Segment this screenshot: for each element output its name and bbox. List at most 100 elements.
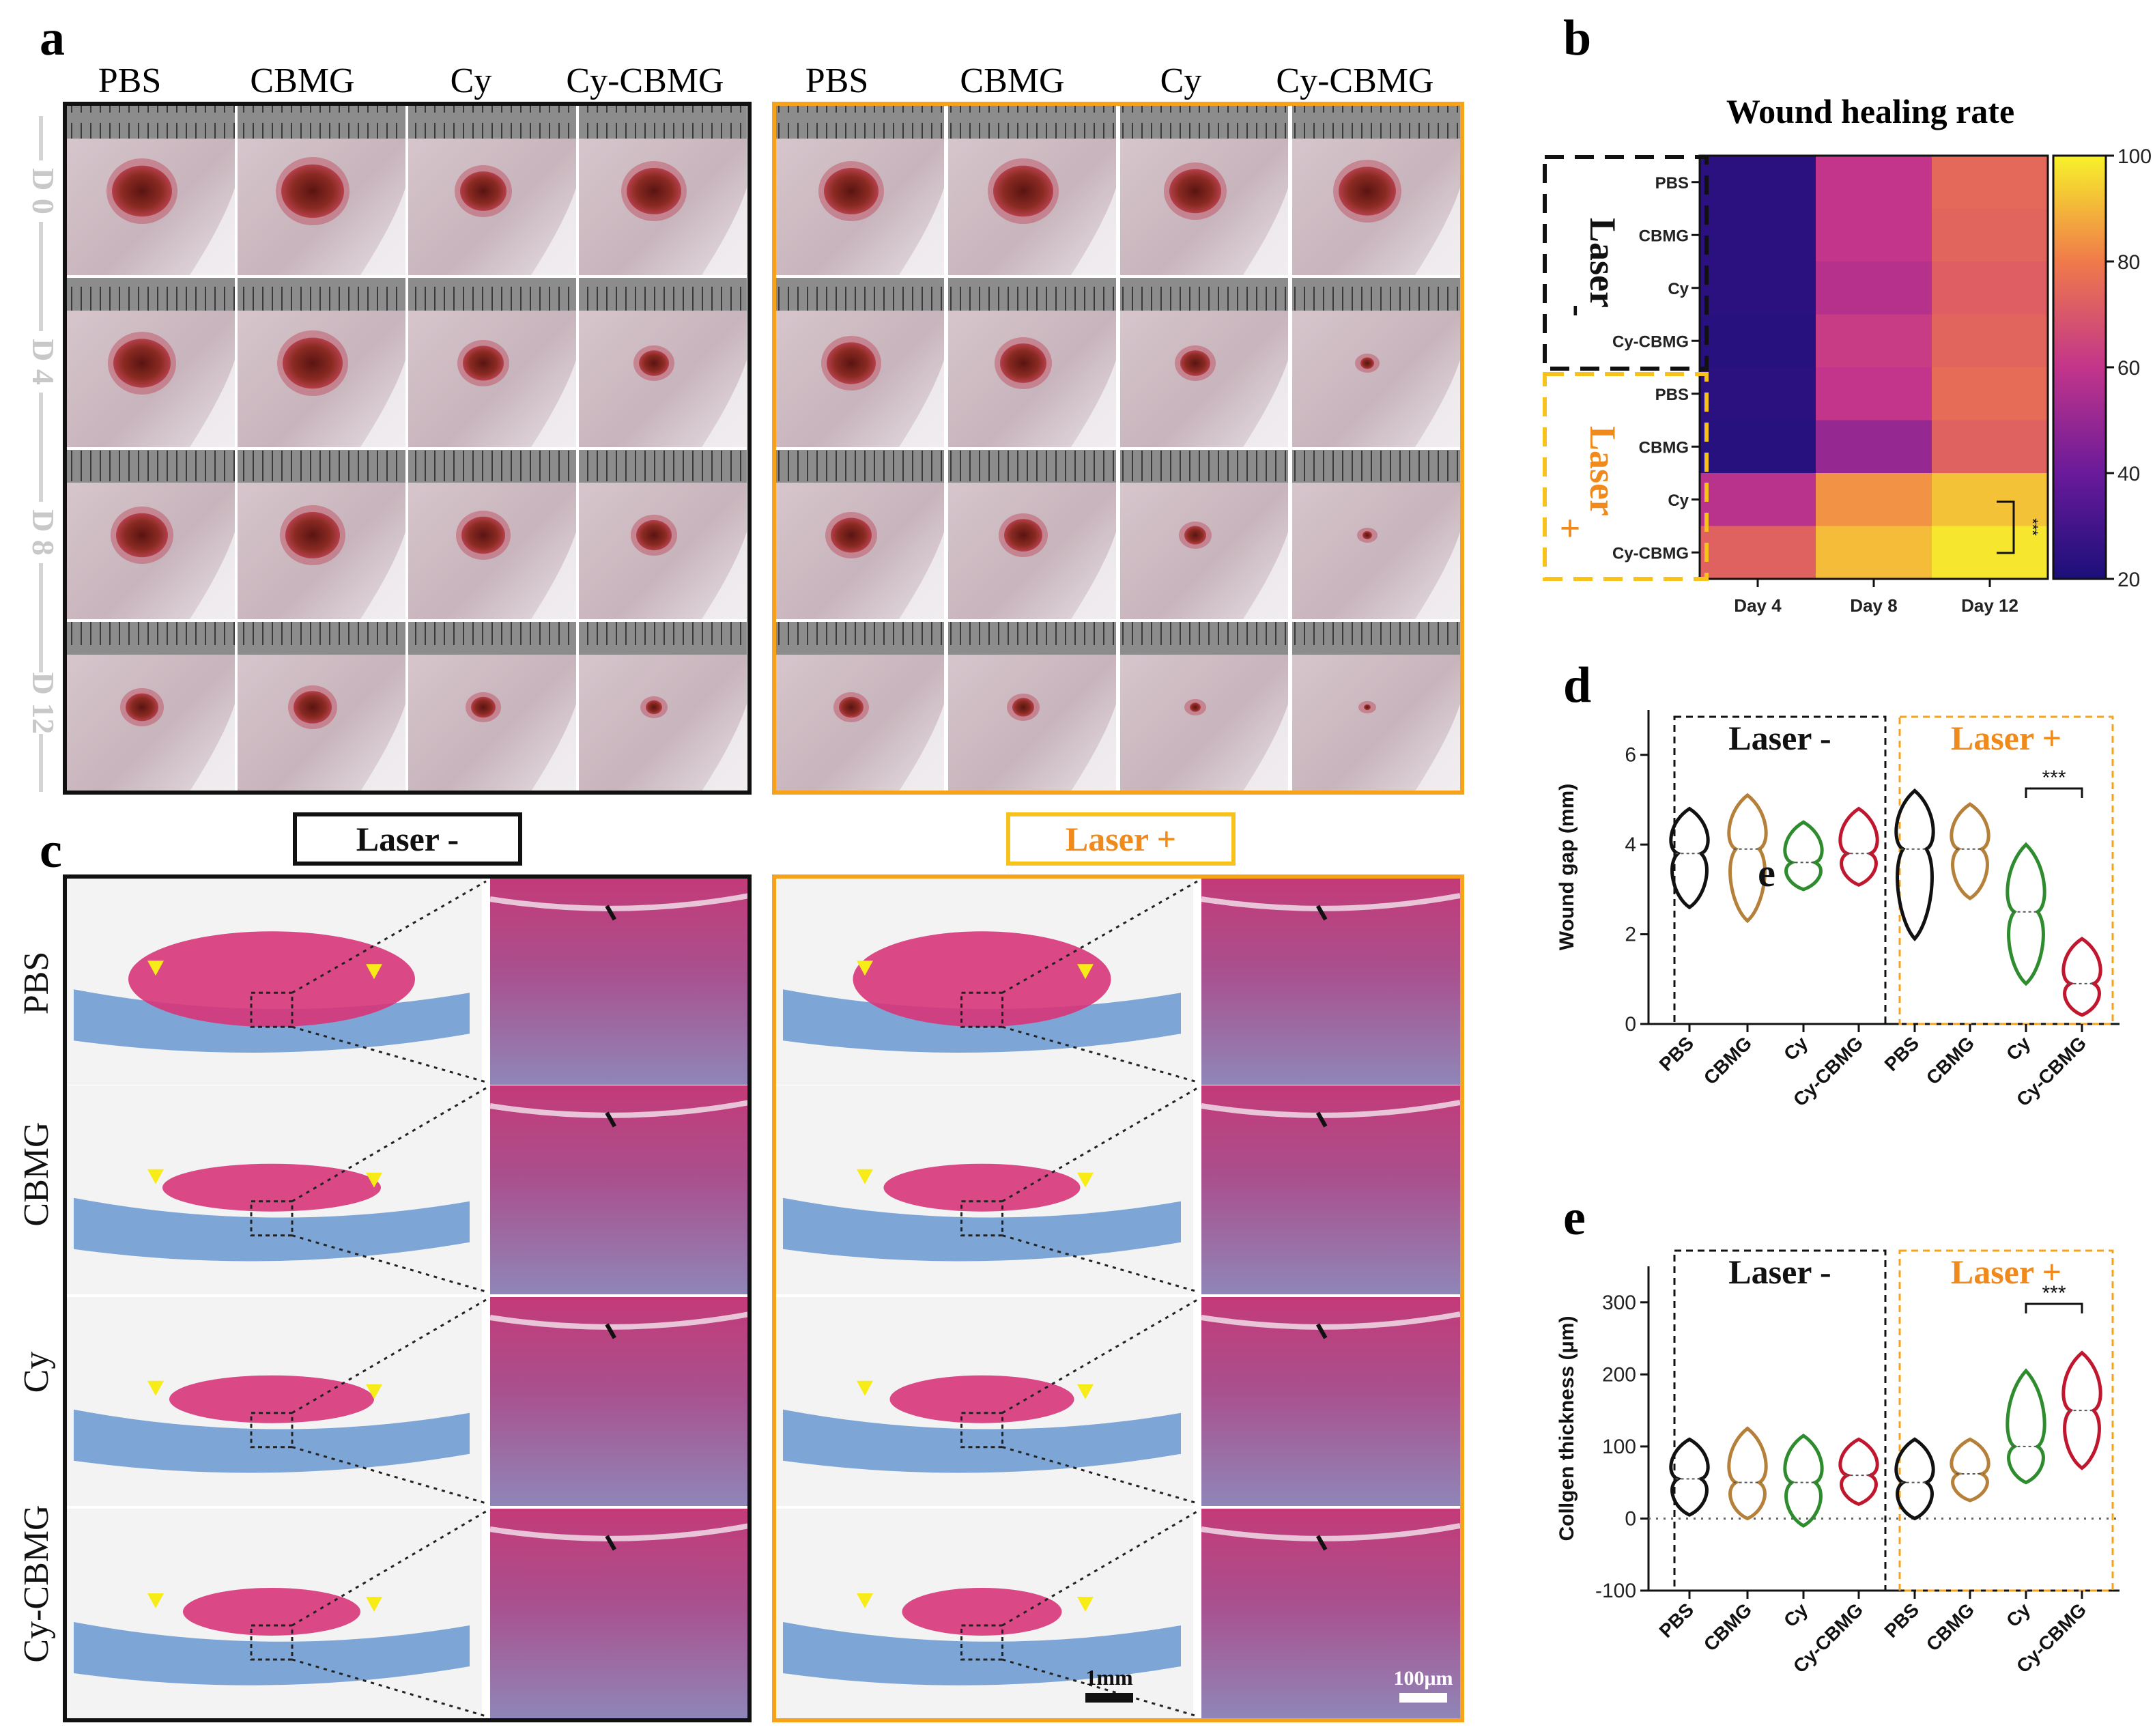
panel-a-day-label: D 4 <box>26 339 61 385</box>
heatmap-cell <box>1816 367 1932 421</box>
wound <box>839 696 864 718</box>
wound-photo <box>1292 278 1460 447</box>
wound <box>126 693 158 722</box>
y-axis-label: Wound gap (mm) <box>1556 784 1578 950</box>
heatmap-row-label: PBS <box>1655 174 1689 193</box>
wound <box>283 337 343 389</box>
heatmap-row-label: Cy-CBMG <box>1612 332 1689 351</box>
ruler <box>67 278 235 311</box>
heatmap-row-label: PBS <box>1655 386 1689 404</box>
epidermis-thickness-marker <box>1315 905 1328 921</box>
wound-photo <box>67 450 235 619</box>
ruler <box>408 622 576 655</box>
epidermis-thickness-marker <box>605 1535 617 1551</box>
scab-layer <box>853 931 1111 1027</box>
epidermis-thickness-marker <box>1315 1535 1328 1551</box>
panel-a-column-header: PBS <box>805 61 869 100</box>
panel-e-letter: e <box>1563 1190 1586 1246</box>
x-tick-label: Cy <box>1780 1599 1812 1632</box>
ruler <box>1292 622 1460 655</box>
heatmap-cell <box>1932 526 2049 580</box>
group-box-laser-plus <box>1898 1249 2114 1592</box>
histology-section <box>776 1085 1461 1294</box>
panel-a-column-header: PBS <box>98 61 162 100</box>
histology-zoom-image <box>490 879 750 1085</box>
heatmap-column-label: Day 8 <box>1850 595 1897 616</box>
wound-photo <box>67 622 235 791</box>
panel-a: a PBS CBMG Cy Cy-CBMG PBS CBMG Cy Cy-CBMG D 0D … <box>26 10 1464 795</box>
scale-bar-100um-label: 100μm <box>1394 1667 1453 1690</box>
wound <box>1004 519 1042 552</box>
heatmap-cell <box>1700 314 1816 368</box>
violin-cbmg <box>1727 793 1768 924</box>
wound-photo <box>1120 106 1288 275</box>
wound-photo <box>579 622 747 791</box>
x-tick-label: PBS <box>1881 1032 1924 1075</box>
panel-a-column-header: Cy <box>451 61 492 100</box>
y-axis-label: Collgen thickness (μm) <box>1556 1315 1578 1541</box>
y-tick-label: 0 <box>1625 1507 1636 1530</box>
wound-photo <box>948 106 1116 275</box>
heatmap-colorbar <box>2052 154 2107 580</box>
scale-bar-1mm-label: 1mm <box>1085 1665 1133 1690</box>
ruler <box>1292 278 1460 311</box>
panel-b: b Wound healing rate PBSCBMGCyCy-CBMGPBS… <box>1543 10 2152 616</box>
wound-edge-arrowhead <box>366 1384 382 1399</box>
heatmap-cell <box>1932 156 2049 209</box>
histology-section <box>776 1297 1461 1506</box>
heatmap-row-label: Cy <box>1668 280 1689 298</box>
wound-edge-arrowhead <box>1077 964 1094 980</box>
heatmap-cell <box>1932 314 2049 368</box>
panel-a-column-header: Cy-CBMG <box>566 61 724 100</box>
histology-zoom-image <box>490 1509 750 1719</box>
violin-cy-cbmg <box>1838 1437 1879 1506</box>
heatmap-row-labels: PBS CBMG Cy Cy-CBMG PBS CBMG Cy Cy-CBMG <box>1612 174 1700 563</box>
heatmap-cell <box>1700 367 1816 421</box>
wound-edge-arrowhead <box>147 1169 164 1184</box>
group-label-laser-minus: Laser - <box>1728 1253 1831 1291</box>
panel-a-day-label-bg <box>27 502 55 563</box>
wound-photo <box>238 622 405 791</box>
zoom-guide-line <box>291 1234 487 1293</box>
x-tick-label: Cy <box>2002 1032 2035 1065</box>
wound <box>831 517 872 553</box>
wound-edge-arrowhead <box>366 1596 382 1612</box>
panel-e: e -100 0 100 200 300 Collgen thickness (μm) La… <box>1556 1190 2120 1677</box>
collagen-thickness-chart: -100 0 100 200 300 Collgen thickness (μm) Lase… <box>1556 1249 2120 1677</box>
scab-layer <box>883 1163 1081 1212</box>
violin-cbmg <box>1950 1437 1990 1503</box>
heatmap-group-sign-laser-minus: - <box>1558 304 1599 317</box>
x-tick-label: PBS <box>1655 1032 1698 1075</box>
wound-photo <box>579 450 747 619</box>
panel-a-column-header: CBMG <box>960 61 1064 100</box>
heatmap-group-frame-laser-plus <box>1543 372 1709 581</box>
wound <box>461 516 505 554</box>
wound <box>113 339 171 388</box>
wound-photo <box>408 106 576 275</box>
wound-photo <box>238 278 405 447</box>
wound-photo <box>1292 106 1460 275</box>
violin-pbs <box>1894 1437 1935 1521</box>
colorbar-tick-label: 20 <box>2117 569 2140 591</box>
wound-edge-arrowhead <box>857 961 873 976</box>
panel-a-column-header: Cy-CBMG <box>1276 61 1433 100</box>
wound-edge-arrowhead <box>1077 1172 1094 1188</box>
y-tick-label: -100 <box>1595 1580 1636 1602</box>
zoom-guide-line <box>291 1025 487 1083</box>
ruler <box>67 450 235 483</box>
ruler <box>776 450 944 483</box>
panel-c-header-box-left <box>293 812 522 866</box>
heatmap-cell <box>1700 420 1816 474</box>
ruler <box>948 106 1116 139</box>
scab-layer <box>162 1163 381 1212</box>
dermis-layer <box>74 1409 470 1473</box>
wound <box>294 691 332 724</box>
scab-layer <box>128 931 415 1027</box>
panel-a-column-header: CBMG <box>250 61 354 100</box>
epidermis-thickness-marker <box>605 1323 617 1339</box>
heatmap-cell <box>1816 208 1932 262</box>
zoom-guide-line <box>1002 1446 1198 1505</box>
dermis-layer <box>74 1621 470 1685</box>
violin-pbs <box>1669 806 1710 910</box>
